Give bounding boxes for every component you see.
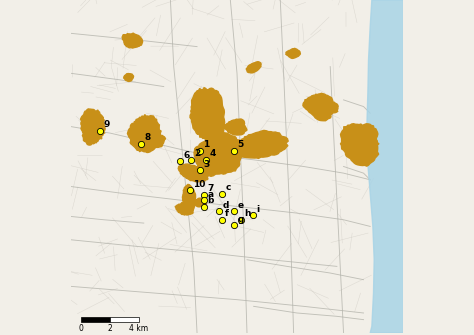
Text: f: f — [225, 209, 229, 218]
Text: b: b — [208, 196, 214, 205]
Polygon shape — [194, 132, 242, 176]
Polygon shape — [122, 33, 143, 48]
Text: 8: 8 — [145, 133, 151, 142]
Text: 2: 2 — [107, 324, 112, 333]
Text: g: g — [237, 215, 244, 224]
Polygon shape — [128, 115, 161, 152]
Text: 9: 9 — [103, 120, 109, 129]
Polygon shape — [225, 119, 247, 135]
Text: c: c — [226, 183, 231, 192]
Polygon shape — [124, 73, 134, 81]
Bar — [109, 317, 139, 322]
Text: 6: 6 — [183, 151, 189, 160]
Polygon shape — [286, 48, 301, 58]
Polygon shape — [340, 124, 379, 166]
Polygon shape — [193, 198, 207, 207]
Polygon shape — [235, 130, 288, 158]
Text: i: i — [256, 205, 259, 214]
Text: 4: 4 — [210, 149, 216, 158]
Text: 4 km: 4 km — [129, 324, 148, 333]
Polygon shape — [175, 202, 193, 215]
Text: a: a — [208, 190, 214, 199]
Polygon shape — [367, 0, 403, 333]
Text: 5: 5 — [237, 140, 244, 149]
Bar — [81, 317, 109, 322]
Polygon shape — [246, 62, 261, 73]
Text: 1: 1 — [203, 140, 210, 149]
Polygon shape — [152, 135, 165, 147]
Polygon shape — [182, 185, 196, 211]
Text: 3: 3 — [203, 160, 210, 169]
Polygon shape — [178, 164, 209, 182]
Text: 0: 0 — [78, 324, 83, 333]
Polygon shape — [303, 93, 338, 121]
Text: 7: 7 — [208, 184, 214, 193]
Polygon shape — [190, 88, 225, 145]
Polygon shape — [81, 109, 105, 145]
Text: e: e — [237, 201, 244, 210]
Text: h: h — [244, 209, 251, 218]
Text: 10: 10 — [193, 180, 205, 189]
Text: d: d — [222, 201, 229, 210]
Text: 2: 2 — [195, 149, 201, 158]
